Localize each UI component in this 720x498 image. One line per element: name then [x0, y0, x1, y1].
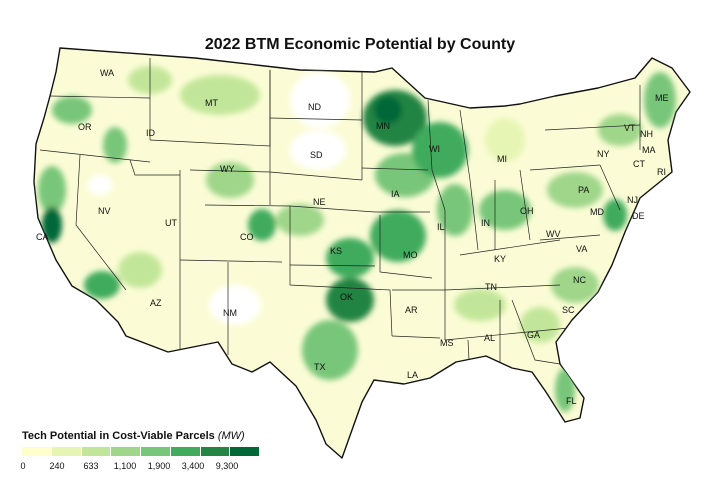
state-label-ri: RI	[657, 167, 666, 177]
legend-swatch	[200, 447, 231, 456]
state-label-md: MD	[590, 207, 604, 217]
state-label-ct: CT	[633, 159, 645, 169]
legend-tick-label: 633	[83, 461, 99, 471]
legend-title: Tech Potential in Cost-Viable Parcels (M…	[22, 430, 245, 442]
legend-unit: (MW)	[217, 430, 245, 442]
legend-tick-label: 1,900	[147, 461, 171, 471]
state-label-ia: IA	[391, 189, 400, 199]
state-label-sd: SD	[310, 150, 323, 160]
state-label-ok: OK	[340, 292, 353, 302]
state-label-nv: NV	[98, 206, 111, 216]
state-label-me: ME	[655, 93, 669, 103]
state-label-pa: PA	[578, 185, 589, 195]
density-patches	[38, 66, 676, 412]
state-label-mo: MO	[403, 250, 418, 260]
state-label-nm: NM	[223, 308, 237, 318]
state-label-ne: NE	[313, 197, 326, 207]
state-label-nd: ND	[308, 102, 321, 112]
state-label-al: AL	[484, 333, 495, 343]
state-label-tx: TX	[314, 362, 326, 372]
legend-swatch	[81, 447, 112, 456]
state-label-mn: MN	[376, 121, 390, 131]
state-label-la: LA	[407, 370, 418, 380]
state-label-wv: WV	[546, 229, 561, 239]
state-label-nc: NC	[573, 275, 586, 285]
legend-swatch	[22, 447, 52, 456]
state-label-co: CO	[240, 232, 254, 242]
state-label-ms: MS	[440, 338, 454, 348]
map-title: 2022 BTM Economic Potential by County	[204, 36, 516, 53]
state-label-oh: OH	[520, 206, 534, 216]
state-label-de: DE	[632, 211, 645, 221]
state-label-vt: VT	[624, 123, 636, 133]
legend-swatch	[51, 447, 82, 456]
state-label-ny: NY	[597, 149, 610, 159]
legend-swatch	[111, 447, 141, 456]
legend-color-bar	[22, 447, 260, 456]
state-label-ar: AR	[405, 305, 418, 315]
legend-swatch	[230, 447, 260, 456]
legend-tick-label: 3,400	[181, 461, 205, 471]
state-label-ga: GA	[527, 330, 540, 340]
legend-tick-label: 0	[20, 461, 26, 471]
state-label-mt: MT	[205, 98, 218, 108]
state-label-il: IL	[437, 222, 445, 232]
state-label-fl: FL	[566, 396, 577, 406]
state-label-or: OR	[78, 122, 92, 132]
legend-tick-label: 240	[49, 461, 65, 471]
legend: Tech Potential in Cost-Viable Parcels (M…	[20, 430, 272, 480]
legend-tick-label: 1,100	[113, 461, 137, 471]
state-label-mi: MI	[497, 154, 507, 164]
state-label-in: IN	[481, 218, 490, 228]
state-label-az: AZ	[150, 298, 162, 308]
state-label-ut: UT	[165, 218, 177, 228]
state-label-wy: WY	[220, 164, 235, 174]
state-label-ca: CA	[36, 232, 49, 242]
legend-title-text: Tech Potential in Cost-Viable Parcels	[22, 430, 215, 442]
state-label-ky: KY	[494, 254, 506, 264]
legend-swatch	[170, 447, 201, 456]
state-label-sc: SC	[562, 305, 575, 315]
state-label-wi: WI	[429, 144, 440, 154]
legend-tick-label: 9,300	[215, 461, 239, 471]
state-label-wa: WA	[100, 68, 114, 78]
state-label-nj: NJ	[627, 195, 638, 205]
state-label-va: VA	[576, 244, 587, 254]
state-label-ma: MA	[642, 145, 656, 155]
state-label-tn: TN	[485, 282, 497, 292]
empty-patches	[88, 72, 350, 325]
state-label-id: ID	[146, 128, 156, 138]
legend-swatch	[141, 447, 171, 456]
state-label-nh: NH	[640, 129, 653, 139]
state-labels: WA OR CA NV ID MT WY UT AZ NM CO ND SD N…	[36, 68, 669, 406]
state-borders	[39, 58, 641, 381]
state-label-ks: KS	[330, 246, 342, 256]
